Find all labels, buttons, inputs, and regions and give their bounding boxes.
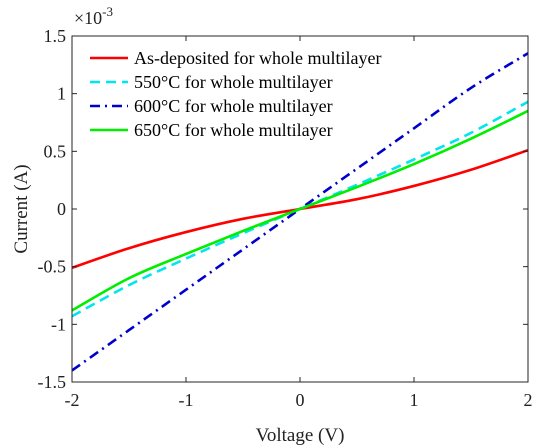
axis-ticks: -2 -1 0 1 2 -1.5 -1 -0.5 0 0.5 1 1.5 bbox=[38, 26, 533, 410]
x-axis-label: Voltage (V) bbox=[256, 425, 345, 446]
y-axis-multiplier: ×10-3 bbox=[74, 4, 113, 28]
legend-entry-label: 550°C for whole multilayer bbox=[134, 72, 333, 92]
x-tick-label: -2 bbox=[65, 390, 80, 410]
legend-entry-label: 600°C for whole multilayer bbox=[134, 96, 333, 116]
y-tick-label: -0.5 bbox=[38, 257, 67, 277]
y-tick-label: 0 bbox=[57, 199, 66, 219]
x-tick-label: -1 bbox=[179, 390, 194, 410]
legend-entry-label: As-deposited for whole multilayer bbox=[134, 48, 381, 68]
plot-area bbox=[71, 52, 529, 372]
legend: As-deposited for whole multilayer 550°C f… bbox=[90, 48, 381, 140]
y-tick-label: 1.5 bbox=[44, 26, 67, 46]
y-axis-multiplier-exponent: -3 bbox=[102, 4, 113, 19]
legend-entry-label: 650°C for whole multilayer bbox=[134, 120, 333, 140]
x-tick-label: 2 bbox=[524, 390, 533, 410]
y-tick-label: 1 bbox=[57, 84, 66, 104]
y-tick-label: -1.5 bbox=[38, 372, 67, 392]
y-axis-multiplier-base: ×10 bbox=[74, 8, 102, 28]
x-tick-label: 0 bbox=[296, 390, 305, 410]
y-axis-label: Current (A) bbox=[11, 164, 32, 253]
y-tick-label: 0.5 bbox=[44, 141, 67, 161]
x-tick-label: 1 bbox=[410, 390, 419, 410]
series-line bbox=[71, 109, 529, 312]
y-tick-label: -1 bbox=[51, 314, 66, 334]
